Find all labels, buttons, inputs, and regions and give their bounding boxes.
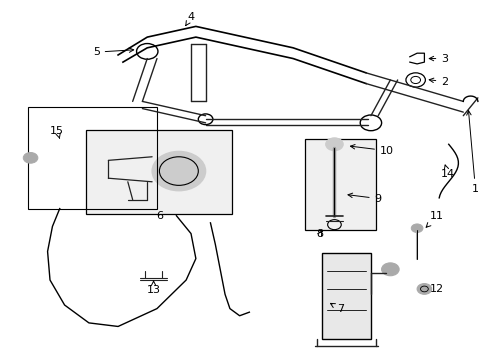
Text: 15: 15 <box>50 126 64 139</box>
Text: 6: 6 <box>156 211 163 221</box>
Circle shape <box>416 284 431 294</box>
Circle shape <box>410 224 422 233</box>
Text: 8: 8 <box>316 229 323 239</box>
Text: 12: 12 <box>429 284 443 294</box>
Text: 11: 11 <box>426 211 443 227</box>
Text: 4: 4 <box>185 13 194 26</box>
Circle shape <box>152 152 205 191</box>
Bar <box>305 139 375 230</box>
Text: 5: 5 <box>93 47 133 57</box>
Circle shape <box>381 263 398 276</box>
Text: 1: 1 <box>466 111 478 194</box>
Text: 13: 13 <box>146 281 160 295</box>
Text: 3: 3 <box>428 54 447 64</box>
Bar <box>28 107 157 208</box>
Circle shape <box>325 138 343 151</box>
Text: 2: 2 <box>428 77 447 87</box>
Circle shape <box>23 153 38 163</box>
Bar <box>86 130 232 214</box>
Text: 10: 10 <box>350 144 393 156</box>
Text: 14: 14 <box>440 165 454 179</box>
Text: 7: 7 <box>330 303 344 314</box>
Text: 9: 9 <box>347 193 381 203</box>
Bar <box>322 253 370 339</box>
